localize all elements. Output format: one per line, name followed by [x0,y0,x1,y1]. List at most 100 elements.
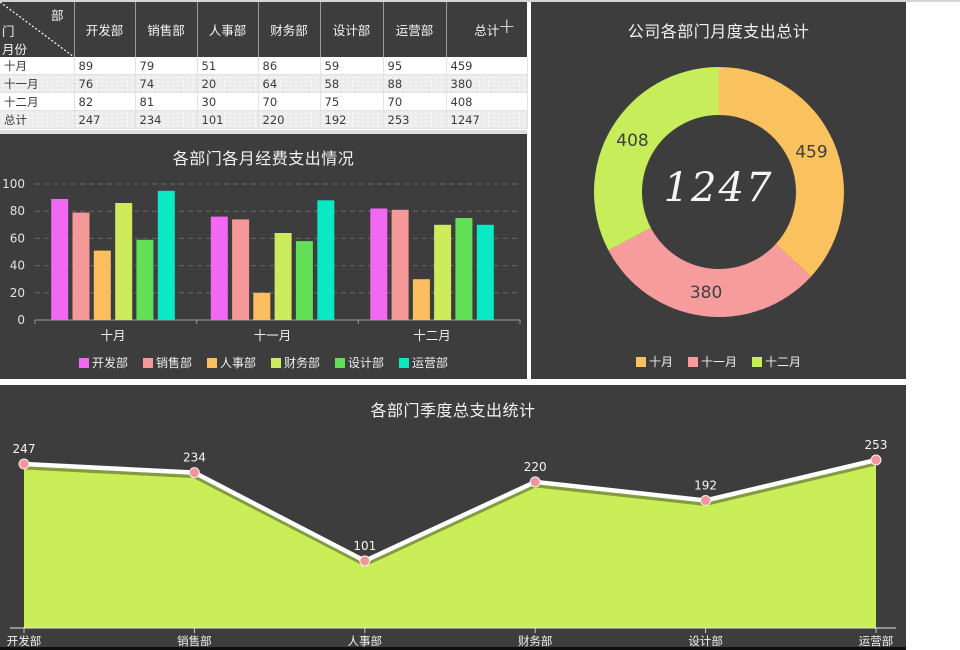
area-chart-title: 各部门季度总支出统计 [370,401,536,420]
donut-panel[interactable]: 公司各部门月度支出总计 459 380 408 1247 十月 十一月 十二月 [531,2,906,379]
row-header-cell[interactable]: 总计 [0,110,75,129]
legend-item: 人事部 [206,354,256,371]
legend-item: 十月 [635,353,673,370]
table-cell[interactable]: 247 [74,110,136,129]
legend-label: 销售部 [155,356,192,370]
legend-label: 十二月 [765,355,802,369]
svg-text:设计部: 设计部 [688,634,723,648]
table-cell[interactable]: 220 [258,110,321,129]
svg-text:40: 40 [10,259,25,273]
table-cell[interactable]: 64 [258,74,321,93]
legend-swatch-icon [271,357,281,368]
legend-label: 设计部 [348,356,385,370]
column-header[interactable]: 运营部 [383,2,447,57]
legend-item: 开发部 [78,354,128,371]
table-row: 十二月 82 81 30 70 75 70 408 [0,92,528,111]
table-cell[interactable]: 101 [197,110,259,129]
svg-text:80: 80 [10,204,25,218]
table-cell[interactable]: 95 [383,57,447,75]
area-chart[interactable]: 247 开发部 234 销售部 101 人事部 220 财务部 192 设计部 253 运营部 [0,385,906,650]
bar-chart-panel[interactable]: 各部门各月经费支出情况 0 20 40 60 80 100 十月 十一月 十二月 开发部 销售部 人… [0,134,527,379]
table-cell[interactable]: 74 [135,74,198,93]
column-header[interactable]: 人事部 [197,2,259,57]
table-cell[interactable]: 59 [320,57,384,75]
expense-table: 部 门 月份 开发部 销售部 人事部 财务部 设计部 运营部 总计 十月 89 79 51 86 59… [0,2,528,129]
svg-text:60: 60 [10,231,25,245]
window-bottom-edge [0,647,906,650]
table-cell[interactable]: 253 [383,110,447,129]
legend-item: 设计部 [335,354,384,371]
column-header[interactable]: 开发部 [74,2,136,57]
table-cell[interactable]: 70 [383,92,447,111]
legend-item: 销售部 [142,354,192,371]
table-cell[interactable]: 58 [320,74,384,93]
svg-text:192: 192 [694,479,717,493]
column-header[interactable]: 财务部 [258,2,321,57]
bar-chart-legend: 开发部 销售部 人事部 财务部 设计部 运营部 [0,354,527,371]
legend-item: 十二月 [752,353,801,370]
svg-text:100: 100 [2,177,25,191]
bar-chart[interactable]: 0 20 40 60 80 100 十月 十一月 十二月 [0,134,527,379]
table-cell[interactable]: 30 [197,92,259,111]
legend-swatch-icon [687,356,698,367]
table-cell[interactable]: 380 [446,74,528,93]
table-row: 十月 89 79 51 86 59 95 459 [0,57,528,75]
row-header-cell[interactable]: 十一月 [0,74,75,93]
legend-swatch-icon [142,357,153,368]
table-cell[interactable]: 20 [197,74,259,93]
table-cell[interactable]: 1247 [446,110,528,129]
svg-text:销售部: 销售部 [177,634,212,648]
svg-text:408: 408 [616,131,648,151]
svg-text:十一月: 十一月 [254,328,292,343]
table-cell[interactable]: 75 [320,92,384,111]
table-cell[interactable]: 88 [383,74,447,93]
table-cell[interactable]: 89 [74,57,136,75]
table-row: 十一月 76 74 20 64 58 88 380 [0,74,528,93]
donut-total-label: 1247 [663,165,774,211]
table-cell[interactable]: 79 [135,57,198,75]
table-cell[interactable]: 82 [74,92,136,111]
svg-text:247: 247 [13,442,36,456]
table-cell[interactable]: 86 [258,57,321,75]
column-header[interactable]: 销售部 [135,2,198,57]
spreadsheet-edge-strip [0,0,960,2]
table-cell[interactable]: 81 [135,92,198,111]
legend-swatch-icon [399,357,410,368]
svg-text:101: 101 [353,539,376,553]
diagonal-divider [0,2,74,57]
table-cell[interactable]: 76 [74,74,136,93]
table-cell[interactable]: 192 [320,110,384,129]
legend-label: 十月 [648,355,673,369]
legend-swatch-icon [635,356,646,367]
column-header[interactable]: 总计 [446,2,527,57]
table-cell[interactable]: 408 [446,92,528,111]
svg-text:财务部: 财务部 [518,634,553,648]
legend-item: 运营部 [399,354,448,371]
legend-item: 财务部 [271,354,320,371]
legend-item: 十一月 [687,353,737,370]
table-corner-cell[interactable]: 部 门 月份 [0,2,75,57]
legend-label: 人事部 [219,356,256,370]
table-cell[interactable]: 234 [135,110,198,129]
svg-text:253: 253 [865,438,888,452]
column-header[interactable]: 设计部 [320,2,384,57]
corner-row-label: 月份 [2,42,28,57]
table-header-row: 部 门 月份 开发部 销售部 人事部 财务部 设计部 运营部 总计 [0,2,527,57]
svg-text:234: 234 [183,451,206,465]
legend-swatch-icon [752,356,762,367]
legend-label: 十一月 [700,355,737,369]
legend-swatch-icon [335,357,346,368]
left-panel: 部 门 月份 开发部 销售部 人事部 财务部 设计部 运营部 总计 十月 89 79 51 86 59… [0,2,528,379]
svg-text:220: 220 [524,460,547,474]
donut-chart[interactable]: 459 380 408 [531,2,906,379]
table-bottom-sliver [0,130,527,134]
area-panel[interactable]: 各部门季度总支出统计 247 开发部 234 销售部 101 人事部 220 财务部 192 设计… [0,385,906,650]
table-cell[interactable]: 51 [197,57,259,75]
table-cell[interactable]: 459 [446,57,528,75]
legend-label: 运营部 [412,356,449,370]
table-cell[interactable]: 70 [258,92,321,111]
row-header-cell[interactable]: 十二月 [0,92,75,111]
svg-text:十二月: 十二月 [413,328,451,343]
row-header-cell[interactable]: 十月 [0,57,75,75]
